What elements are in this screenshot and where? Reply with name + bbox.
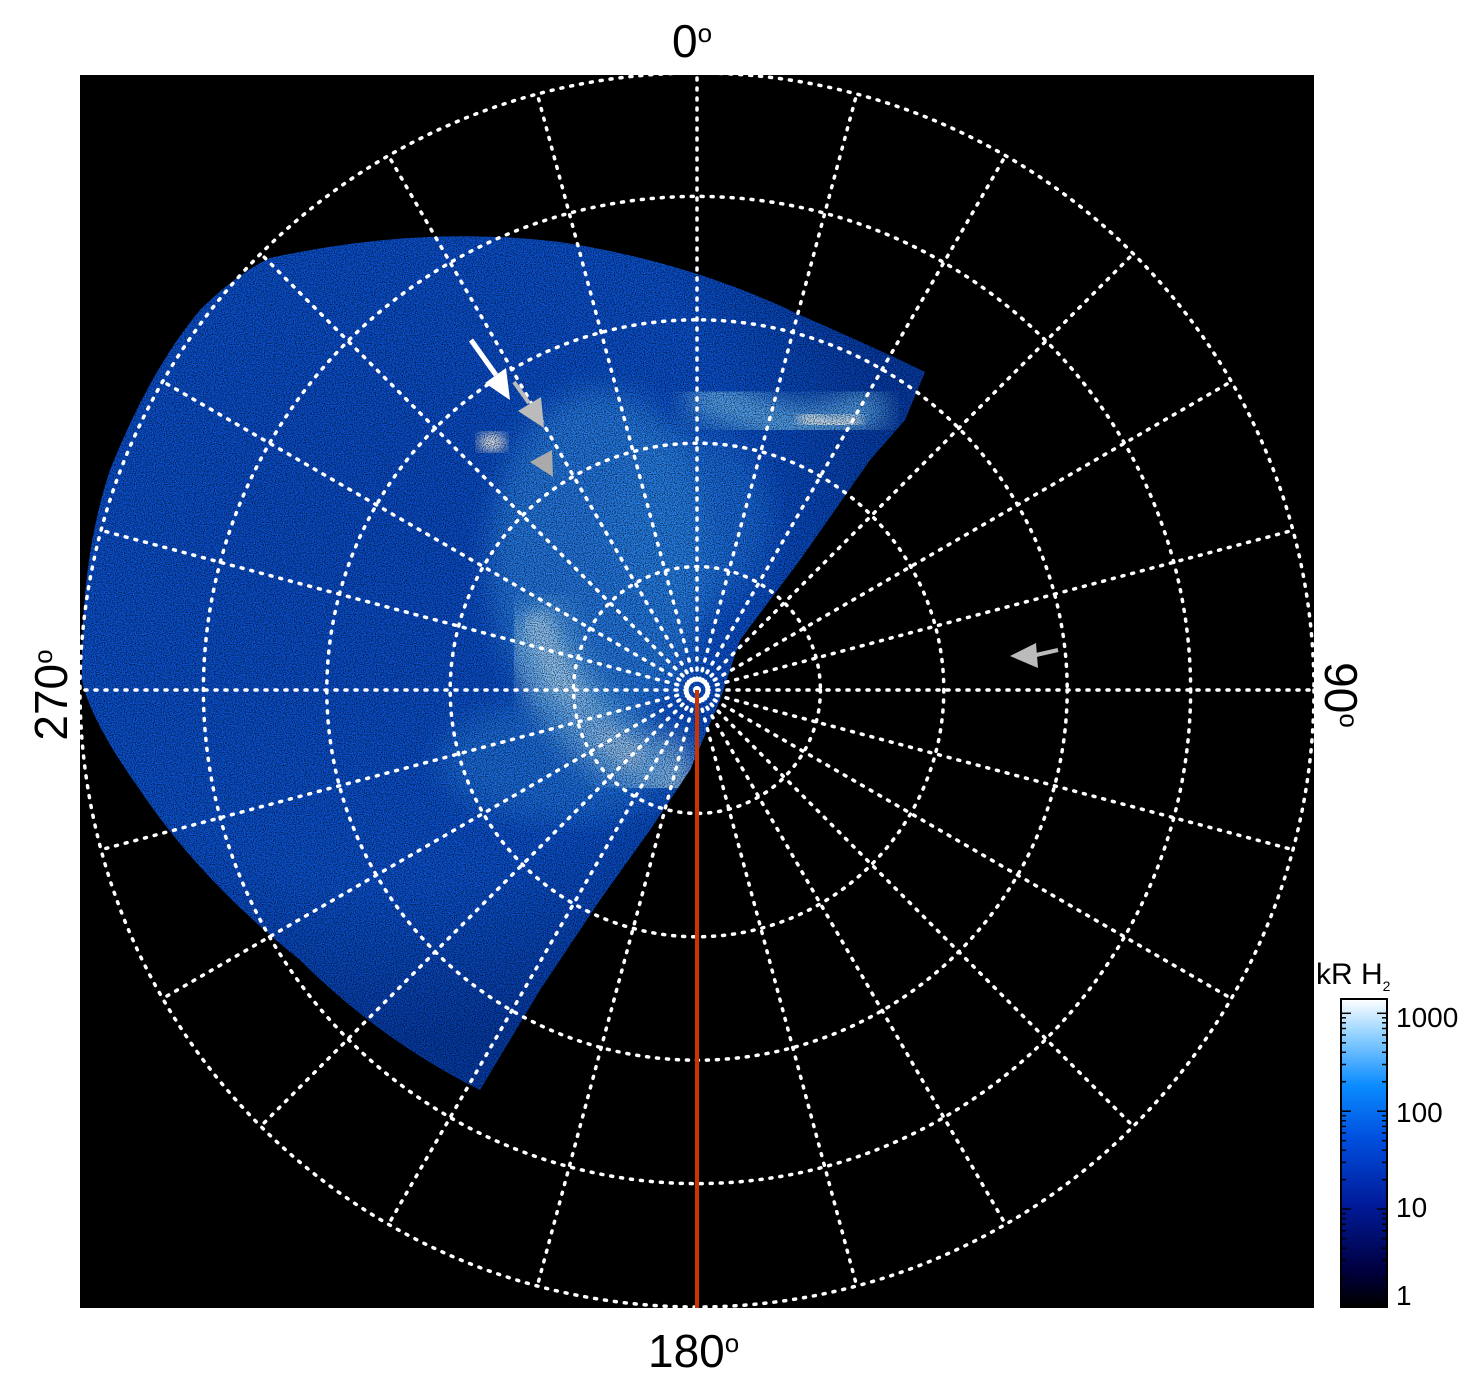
grid-meridian	[695, 379, 1234, 692]
colorbar-tick-label: 1000	[1396, 1002, 1459, 1033]
grid-meridian	[695, 688, 1295, 852]
degree-symbol: o	[1334, 713, 1364, 728]
degree-symbol: o	[724, 1328, 740, 1358]
colorbar	[1340, 998, 1388, 1308]
grid-meridian	[160, 379, 699, 692]
colorbar-ticks	[1341, 1012, 1387, 1308]
grid-meridian	[695, 528, 1295, 692]
angle-label-left-value: 270	[25, 663, 77, 741]
arrow-gray-1	[512, 380, 544, 428]
grid-meridian	[695, 251, 1136, 692]
colorbar-tick-label: 1	[1396, 1280, 1412, 1311]
grid-meridian	[258, 688, 699, 1129]
grid-meridian	[258, 251, 699, 692]
grid-meridian	[535, 92, 699, 692]
arrow-white	[468, 338, 510, 400]
grid-meridian	[695, 688, 1136, 1129]
grid-meridian	[695, 688, 859, 1288]
grid-meridian	[535, 688, 699, 1288]
angle-label-right-value: 90	[1315, 662, 1367, 714]
angle-label-top-value: 0	[672, 15, 698, 67]
grid-meridian	[160, 688, 699, 1001]
colorbar-title-main: kR H	[1316, 958, 1383, 991]
angle-label-right: 90o	[1315, 640, 1367, 750]
grid-ring	[448, 441, 946, 939]
grid-meridian	[695, 153, 1008, 692]
grid-meridian	[386, 688, 699, 1227]
grid-meridian	[695, 92, 859, 692]
angle-label-top: 0o	[672, 18, 712, 64]
arrow-gray-3	[1010, 643, 1059, 668]
colorbar-title: kR H2	[1316, 958, 1390, 994]
grid-meridian	[695, 688, 1008, 1227]
degree-symbol: o	[28, 649, 58, 664]
grid-meridian	[695, 688, 1234, 1001]
grid-meridian	[99, 688, 699, 852]
angle-label-bottom-value: 180	[648, 1325, 725, 1377]
colorbar-tick-label: 10	[1396, 1192, 1428, 1223]
colorbar-title-sub: 2	[1382, 978, 1391, 994]
angle-label-bottom: 180o	[648, 1328, 739, 1374]
colorbar-tick-label: 100	[1396, 1097, 1443, 1128]
angle-label-left: 270o	[25, 640, 77, 750]
grid-meridian	[99, 528, 699, 692]
degree-symbol: o	[697, 18, 713, 48]
arrow-gray-2	[530, 450, 553, 477]
